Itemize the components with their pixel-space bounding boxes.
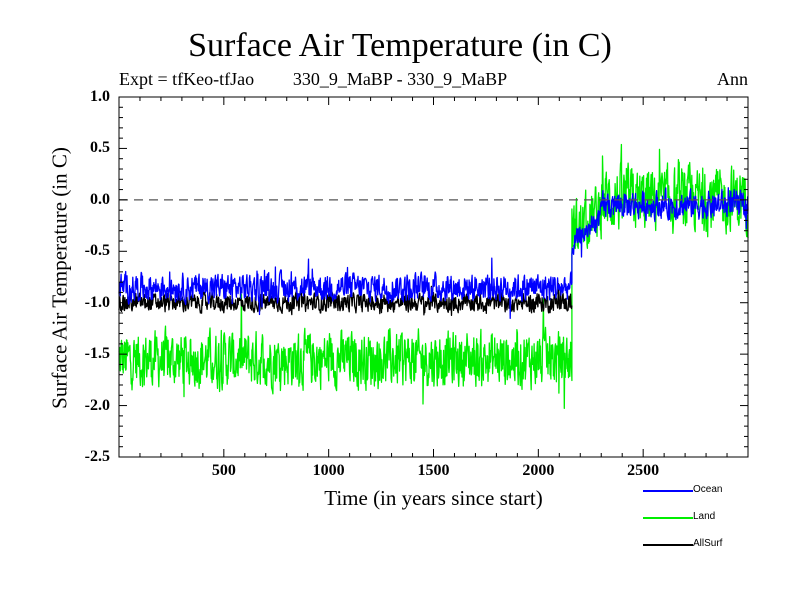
y-tick-label: -2.5 (84, 448, 110, 465)
x-tick-label: 1000 (312, 462, 345, 479)
chart-subtitle: 330_9_MaBP - 330_9_MaBP (292, 69, 508, 89)
legend-label-land: Land (693, 511, 716, 522)
y-tick-label: 1.0 (90, 88, 110, 105)
y-tick-label: -2.0 (84, 396, 110, 414)
y-axis-label: Surface Air Temperature (in C) (47, 147, 72, 409)
season-label: Ann (717, 69, 748, 89)
series-line-ocean (118, 187, 749, 320)
x-tick-label: 1500 (417, 462, 450, 479)
series-line-land (118, 143, 749, 410)
x-tick-label: 2000 (522, 462, 555, 479)
legend-label-ocean: Ocean (693, 484, 723, 495)
y-tick-label: 0.5 (90, 139, 110, 157)
y-tick-label: -1.0 (84, 293, 110, 311)
series-layer (118, 143, 749, 410)
plot-frame (118, 96, 749, 458)
legend-label-allsurf: AllSurf (693, 538, 723, 549)
series-line-allsurf (118, 283, 573, 317)
y-tick-label: 0.0 (90, 190, 110, 208)
x-tick-label: 2500 (627, 462, 660, 479)
tick-marks (119, 96, 748, 458)
y-tick-label: -1.5 (84, 345, 110, 363)
y-tick-label: -0.5 (84, 242, 110, 260)
experiment-label: Expt = tfKeo-tfJao (119, 69, 255, 89)
legend (643, 490, 693, 546)
x-axis-label: Time (in years since start) (324, 486, 543, 510)
x-tick-label: 500 (211, 462, 236, 479)
chart-title: Surface Air Temperature (in C) (188, 27, 612, 64)
